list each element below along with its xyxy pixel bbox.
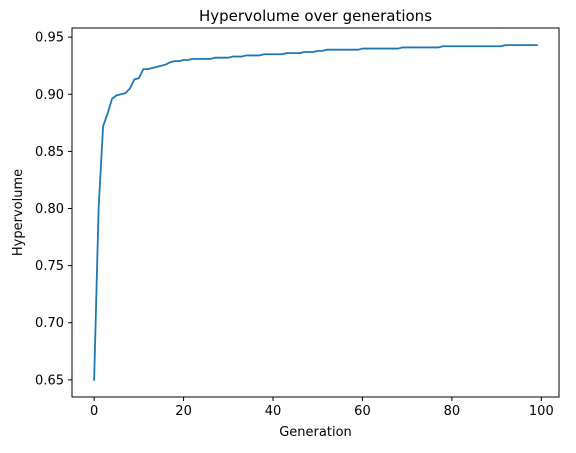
axes-frame (71, 27, 560, 398)
x-axis-ticks: 0 20 40 60 80 100 (90, 397, 554, 419)
y-tick-label: 0.95 (35, 31, 64, 46)
x-tick-label: 40 (265, 404, 282, 419)
y-tick-label: 0.75 (35, 259, 64, 274)
x-axis-label: Generation (279, 425, 352, 440)
y-tick-label: 0.85 (35, 145, 64, 160)
chart-title: Hypervolume over generations (199, 7, 432, 25)
x-tick-label: 80 (444, 404, 461, 419)
y-tick-label: 0.90 (35, 88, 64, 103)
plot-area: 0 20 40 60 80 100 0.65 0.70 0.75 0.80 0.85 0.90 0.9… (35, 27, 560, 419)
y-tick-label: 0.80 (35, 202, 64, 217)
y-axis-label: Hypervolume (11, 169, 26, 256)
y-tick-label: 0.70 (35, 316, 64, 331)
y-tick-label: 0.65 (35, 373, 64, 388)
x-tick-label: 60 (354, 404, 371, 419)
x-tick-label: 100 (529, 404, 554, 419)
series-line (93, 44, 538, 381)
x-tick-label: 20 (175, 404, 192, 419)
y-axis-ticks: 0.65 0.70 0.75 0.80 0.85 0.90 0.95 (35, 31, 72, 388)
x-tick-label: 0 (90, 404, 98, 419)
